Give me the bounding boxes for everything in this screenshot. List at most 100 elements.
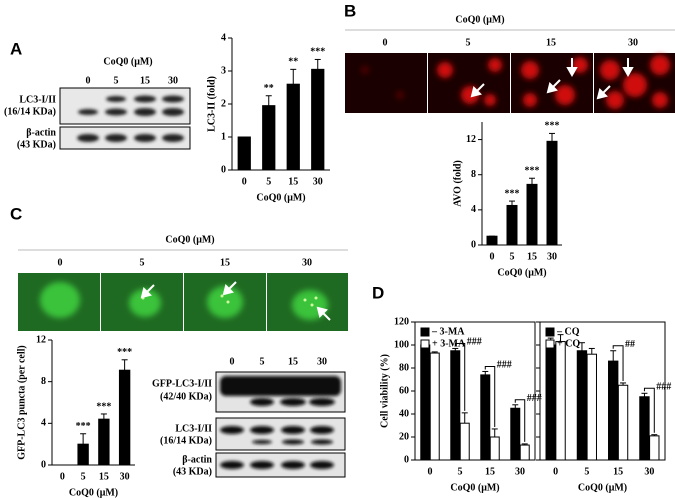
x-tick-label: 5 [266,176,271,187]
y-tick-label: 100 [394,339,409,350]
y-tick-label: 80 [399,362,409,373]
x-axis-label: CoQ0 (μM) [69,487,118,498]
y-tick-label: 120 [394,316,409,327]
bar [546,140,558,246]
y-tick-label: 4 [471,204,476,215]
blot-row-label: (16/14 KDa) [4,106,56,117]
lane-label: 0 [383,37,388,48]
bar [555,341,566,461]
bar [118,369,131,466]
bar [262,105,276,171]
panel-label: A [10,39,22,58]
significance-bracket [643,387,655,433]
legend-label: + CQ [557,338,580,349]
significance-label: *** [310,47,325,58]
images-b: CoQ0 (μM) 0 5 15 30 [345,14,675,113]
x-tick-label: 30 [120,471,130,482]
x-axis-label: CoQ0 (μM) [497,267,546,278]
lane-label: 5 [140,257,145,268]
bar [586,353,597,461]
blot-row-label: (42/40 KDa) [160,391,212,402]
arrows [470,58,634,100]
images-c: CoQ0 (μM) 0 5 15 30 [18,234,348,331]
blot-row-label: β-actin [26,127,56,138]
legend-swatch [420,327,430,337]
bar [576,350,588,461]
significance-label: ### [527,393,542,404]
blot-bands [77,95,184,142]
image-header: CoQ0 (μM) [455,14,504,25]
micrograph [345,53,427,113]
image-header: CoQ0 (μM) [165,234,214,245]
significance-label: ** [288,57,298,68]
y-tick-label: 8 [471,169,476,180]
lane-label: 15 [288,356,298,367]
x-tick-label: 30 [644,466,654,477]
panel-labels: A B C D [10,1,384,302]
blot-row-label: β-actin [182,454,212,465]
y-tick-label: 3 [221,65,226,76]
x-tick-label: 30 [313,176,323,187]
significance-label: *** [76,421,91,432]
x-tick-label: 15 [99,471,109,482]
blot-a: CoQ0 (μM) 0 5 15 30 LC3-I/II (16/14 KDa)… [4,56,191,150]
legend-label: + 3-MA [432,338,466,349]
y-tick-label: 4 [221,32,226,43]
bar [545,344,556,461]
x-tick-label: 30 [515,466,525,477]
y-tick-label: 60 [399,385,409,396]
significance-label: *** [96,401,111,412]
bar [608,360,619,461]
bar [311,68,325,171]
blot-c: 0 5 15 30 GFP-LC3-I/II (42/40 KDa) LC3-I… [152,356,346,478]
y-tick-label: 40 [399,408,409,419]
significance-bracket [612,345,624,381]
blot-row-label: LC3-I/II [175,423,212,434]
y-axis-label: LC3-II (fold) [206,76,217,132]
legend-swatch [545,339,555,349]
x-tick-label: 15 [527,251,537,262]
bar [526,183,538,246]
x-tick-label: 30 [547,251,557,262]
blot-bands [220,376,341,469]
y-tick-label: 4 [41,418,46,429]
x-tick-label: 5 [510,251,515,262]
lane-label: 30 [317,356,327,367]
x-tick-label: 0 [242,176,247,187]
x-tick-label: 0 [428,466,433,477]
significance-bracket [514,399,526,442]
blot-header: CoQ0 (μM) [103,56,152,67]
y-tick-label: 0 [41,459,46,470]
lane-label: 30 [628,37,638,48]
significance-bracket [454,342,466,411]
puncta [141,294,318,307]
y-tick-label: 12 [466,134,476,145]
x-tick-label: 0 [490,251,495,262]
y-axis-label: GFP-LC3 puncta (per cell) [16,345,27,460]
bar [649,435,660,461]
lane-label: 0 [230,356,235,367]
panel-label: C [10,204,22,223]
bar [450,350,461,461]
significance-label: ** [264,83,274,94]
y-tick-label: 0 [221,164,226,175]
bar [237,136,251,171]
y-tick-label: 2 [221,98,226,109]
arrows [140,281,331,321]
y-tick-label: 20 [399,431,409,442]
cells [361,55,670,109]
x-tick-label: 15 [485,466,495,477]
significance-label: *** [525,166,540,177]
lane-label: 30 [302,257,312,268]
significance-label: ## [625,339,635,350]
x-axis-label: CoQ0 (μM) [256,192,305,203]
legend-label: – 3-MA [431,326,465,337]
x-tick-label: 15 [613,466,623,477]
blot-frame [59,87,191,125]
significance-label: ### [467,337,482,348]
bar [286,83,300,171]
bar [506,204,518,246]
bar [459,422,470,461]
y-tick-label: 12 [36,334,46,345]
plot-frame [539,321,666,461]
